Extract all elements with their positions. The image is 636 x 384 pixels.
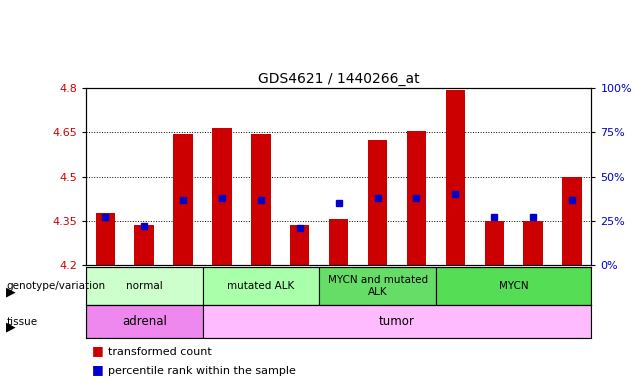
Bar <box>251 134 270 265</box>
Text: GSM801619: GSM801619 <box>295 270 304 325</box>
Text: GSM914182: GSM914182 <box>373 270 382 325</box>
Bar <box>319 267 436 305</box>
Bar <box>407 131 426 265</box>
Bar <box>202 305 591 338</box>
Bar <box>202 267 319 305</box>
Bar <box>514 267 553 328</box>
Bar <box>319 267 358 328</box>
Bar <box>212 128 232 265</box>
Bar <box>446 90 465 265</box>
Text: ■: ■ <box>92 344 104 357</box>
Text: tumor: tumor <box>379 315 415 328</box>
Text: GSM914181: GSM914181 <box>334 270 343 325</box>
Text: adrenal: adrenal <box>121 315 167 328</box>
Text: GSM801623: GSM801623 <box>567 270 576 325</box>
Bar <box>86 267 125 328</box>
Text: normal: normal <box>126 281 163 291</box>
Bar <box>174 134 193 265</box>
Title: GDS4621 / 1440266_at: GDS4621 / 1440266_at <box>258 72 420 86</box>
Text: GSM801621: GSM801621 <box>490 270 499 325</box>
Bar <box>358 267 397 328</box>
Bar <box>553 267 591 328</box>
Text: transformed count: transformed count <box>108 347 212 357</box>
Bar <box>436 267 591 305</box>
Bar <box>163 267 202 328</box>
Text: mutated ALK: mutated ALK <box>227 281 294 291</box>
Bar <box>95 214 115 265</box>
Bar <box>290 225 310 265</box>
Text: MYCN and mutated
ALK: MYCN and mutated ALK <box>328 275 427 297</box>
Text: GSM801624: GSM801624 <box>101 270 110 325</box>
Bar <box>562 177 582 265</box>
Bar <box>86 267 202 305</box>
Bar <box>134 225 154 265</box>
Bar <box>86 305 202 338</box>
Text: ▶: ▶ <box>6 285 16 298</box>
Bar <box>485 221 504 265</box>
Bar <box>368 140 387 265</box>
Bar <box>242 267 280 328</box>
Text: GSM801622: GSM801622 <box>529 270 537 325</box>
Text: genotype/variation: genotype/variation <box>6 281 106 291</box>
Bar <box>436 267 475 328</box>
Bar <box>397 267 436 328</box>
Text: GSM801620: GSM801620 <box>451 270 460 325</box>
Bar <box>280 267 319 328</box>
Text: MYCN: MYCN <box>499 281 529 291</box>
Text: GSM801618: GSM801618 <box>256 270 265 325</box>
Text: GSM801617: GSM801617 <box>218 270 226 325</box>
Text: GSM801626: GSM801626 <box>179 270 188 325</box>
Bar <box>523 221 543 265</box>
Bar <box>329 219 349 265</box>
Text: percentile rank within the sample: percentile rank within the sample <box>108 366 296 376</box>
Text: tissue: tissue <box>6 316 38 327</box>
Bar <box>202 267 242 328</box>
Bar <box>475 267 514 328</box>
Text: GSM801625: GSM801625 <box>140 270 149 325</box>
Text: ▶: ▶ <box>6 321 16 334</box>
Text: GSM914183: GSM914183 <box>412 270 421 325</box>
Bar <box>125 267 163 328</box>
Text: ■: ■ <box>92 363 104 376</box>
